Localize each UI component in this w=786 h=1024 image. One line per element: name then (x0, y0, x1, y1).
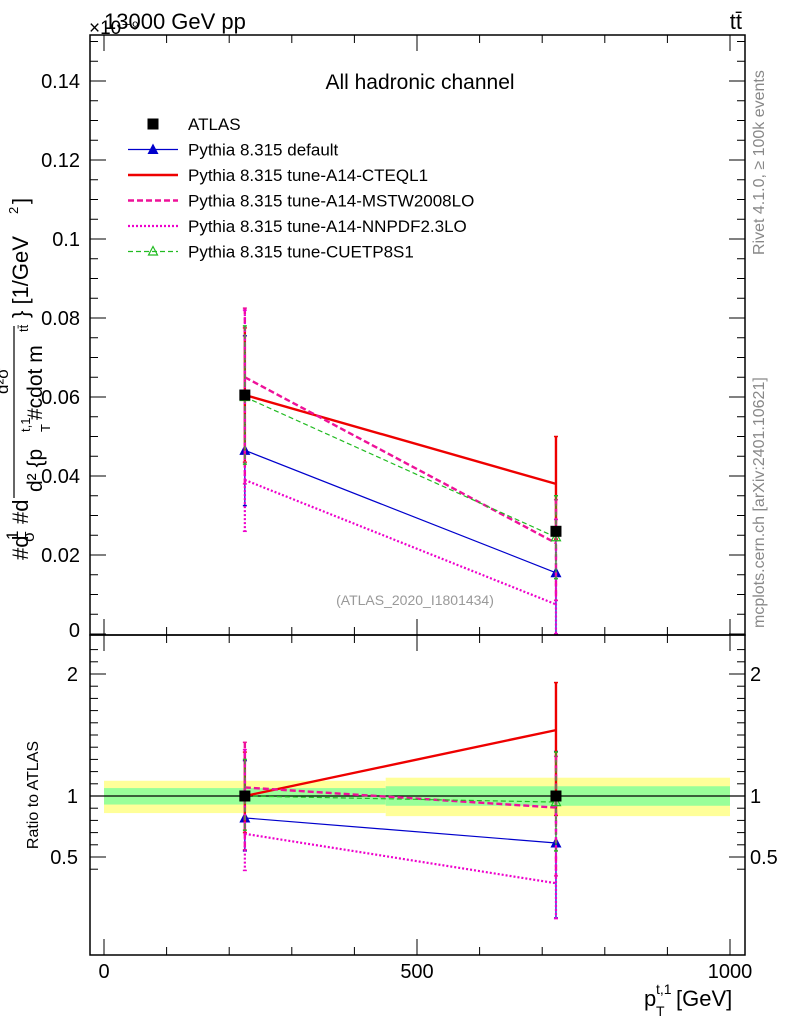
legend-label-default: Pythia 8.315 default (188, 141, 339, 160)
ratio-series-default (239, 750, 562, 919)
y-label-part-sup-t1: t,1 (18, 418, 33, 432)
main-series-cteql1 (242, 327, 558, 540)
ratio-y-tick-label: 1 (67, 786, 78, 808)
main-y-tick-label: 0.06 (41, 387, 80, 409)
ratio-y-tick-label-right: 1 (750, 786, 761, 808)
legend-label-cteql1: Pythia 8.315 tune-A14-CTEQL1 (188, 166, 428, 185)
process-label: tt̄ (730, 9, 742, 34)
x-tick-label: 1000 (708, 961, 753, 983)
legend-label-cuetp8s1: Pythia 8.315 tune-CUETP8S1 (188, 243, 414, 262)
legend-label-nnpdf: Pythia 8.315 tune-A14-NNPDF2.3LO (188, 217, 467, 236)
ratio-line-cuetp8s1 (244, 795, 556, 803)
y-label-part-sub-T: T (38, 424, 53, 432)
ratio-line-nnpdf (244, 832, 557, 885)
main-y-tick-label: 0.1 (52, 229, 80, 251)
legend-marker-atlas (147, 118, 159, 130)
legend-entry-cuetp8s1: Pythia 8.315 tune-CUETP8S1 (128, 243, 414, 262)
main-point-atlas-0 (239, 389, 251, 401)
y-label-part-sigma: σ (19, 531, 38, 542)
main-line-default (244, 449, 557, 574)
y-label-part-cdot-m: #cdot m (24, 345, 47, 420)
x-label-sup: t,1 (656, 981, 672, 997)
main-y-tick-label: 0 (69, 620, 80, 642)
y-label-part-unit-sup: 2 (6, 207, 21, 214)
main-series-default (239, 335, 562, 635)
ratio-series-nnpdf (242, 748, 558, 920)
x-label-unit: [GeV] (676, 986, 732, 1011)
legend-marker-cuetp8s1 (147, 245, 159, 256)
energy-label: 13000 GeV pp (104, 9, 246, 34)
legend-entry-cteql1: Pythia 8.315 tune-A14-CTEQL1 (128, 166, 428, 185)
ratio-plot-panel: 0.5 0.5 1 1 2 2 0 500 1000 Ratio to ATLAS p t,1 T … (25, 634, 778, 1019)
x-axis-label: p t,1 T [GeV] (644, 981, 732, 1019)
legend-entry-mstw: Pythia 8.315 tune-A14-MSTW2008LO (128, 192, 474, 211)
ratio-y-tick-label: 0.5 (50, 847, 78, 869)
main-y-tick-label: 0.02 (41, 545, 80, 567)
ratio-line-cteql1 (244, 728, 557, 798)
main-series-mstw (242, 307, 558, 602)
main-line-mstw (244, 376, 557, 545)
main-line-cteql1 (244, 393, 557, 486)
y-label-part-fid: fid (0, 347, 1, 360)
main-series-cuetp8s1 (239, 325, 562, 580)
legend-marker-default (147, 143, 159, 154)
ratio-y-tick-label: 2 (67, 664, 78, 686)
y-label-part-unit-close: ] (8, 198, 33, 204)
ratio-y-axis-label: Ratio to ATLAS (25, 741, 42, 849)
x-tick-label: 500 (400, 961, 433, 983)
main-line-nnpdf (244, 478, 557, 606)
analysis-label: (ATLAS_2020_I1801434) (336, 592, 494, 608)
ratio-y-tick-label-right: 0.5 (750, 847, 778, 869)
main-y-tick-label: 0.14 (41, 71, 80, 93)
multiplier-label: ×10⁻⁹ (89, 18, 139, 39)
y-label-part-hash-d2: #d (8, 500, 33, 524)
main-line-cuetp8s1 (244, 396, 557, 538)
ratio-y-tick-label-right: 2 (750, 664, 761, 686)
y-label-part-hash-d: #d (8, 536, 33, 560)
x-label-p: p (644, 986, 656, 1011)
legend-entry-atlas: ATLAS (147, 115, 241, 134)
y-label-part-sup-tt: tt̄ (16, 324, 31, 332)
x-tick-label: 0 (98, 961, 109, 983)
y-label-part-one: 1 (3, 531, 22, 540)
main-point-atlas-1 (550, 525, 562, 537)
ratio-point-atlas-0 (239, 790, 251, 802)
legend-entry-nnpdf: Pythia 8.315 tune-A14-NNPDF2.3LO (128, 217, 467, 236)
y-label-part-unit: } [1/GeV (8, 236, 33, 318)
legend-label-atlas: ATLAS (188, 115, 241, 134)
ratio-line-mstw (244, 786, 557, 809)
main-series-atlas (239, 389, 562, 537)
main-y-tick-label: 0.04 (41, 466, 80, 488)
rivet-label: Rivet 4.1.0, ≥ 100k events (751, 70, 768, 255)
ratio-line-default (244, 817, 557, 844)
main-y-tick-label: 0.08 (41, 308, 80, 330)
chart-title: All hadronic channel (325, 71, 514, 94)
main-y-tick-label: 0.12 (41, 150, 80, 172)
main-plot-panel: 0 0.02 0.04 0.06 0.08 0.1 0.12 0.14 All hadroni… (0, 34, 746, 642)
y-label-part-d2p: d² {p (24, 449, 47, 492)
ratio-series-atlas (239, 790, 562, 802)
x-label-sub: T (656, 1003, 665, 1019)
mcplots-label: mcplots.cern.ch [arXiv:2401.10621] (751, 377, 768, 628)
legend-label-mstw: Pythia 8.315 tune-A14-MSTW2008LO (188, 192, 474, 211)
y-label-part-d2sigma: d²σ (0, 368, 12, 394)
legend: ATLAS Pythia 8.315 default Pythia 8.315 tu… (128, 115, 474, 262)
legend-entry-default: Pythia 8.315 default (128, 141, 339, 160)
ratio-point-atlas-1 (550, 790, 562, 802)
y-axis-label: #d1σ#dd²σfidd² {pt,1T #cdot mtt̄} [1/GeV… (0, 198, 53, 560)
